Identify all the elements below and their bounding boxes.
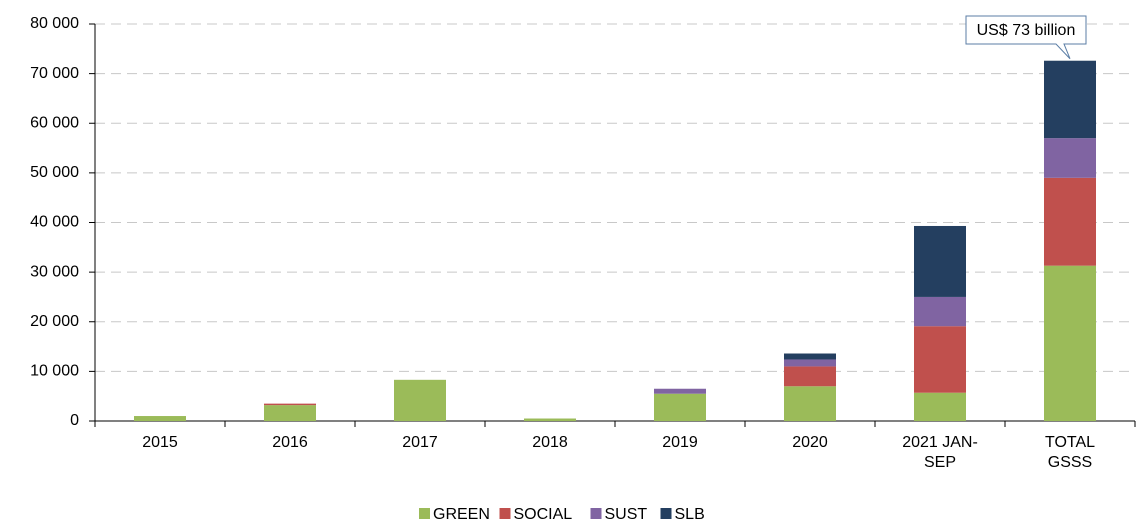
- bar-segment: [914, 225, 966, 297]
- bar-segment: [394, 379, 446, 421]
- y-tick-label: 40 000: [30, 214, 79, 231]
- bar-segment: [784, 359, 836, 367]
- x-tick-label: 2018: [532, 434, 568, 451]
- x-tick-label: 2019: [662, 434, 698, 451]
- bar-segment: [1044, 60, 1096, 139]
- bar-segment: [784, 386, 836, 421]
- bar-segment: [914, 392, 966, 421]
- x-tick-label: 2017: [402, 434, 438, 451]
- y-tick-label: 60 000: [30, 114, 79, 131]
- y-tick-label: 20 000: [30, 313, 79, 330]
- bar-segment: [1044, 138, 1096, 178]
- x-tick-label: TOTAL GSSS: [1044, 434, 1096, 471]
- legend-swatch: [419, 508, 430, 519]
- bar-segment: [654, 388, 706, 394]
- y-tick-label: 70 000: [30, 65, 79, 82]
- bar-segment: [264, 403, 316, 406]
- x-tick-label: 2015: [142, 434, 178, 451]
- bar-segment: [784, 366, 836, 387]
- legend-label: SLB: [675, 506, 705, 523]
- bar-segment: [784, 353, 836, 360]
- legend-label: SOCIAL: [514, 506, 573, 523]
- legend-label: GREEN: [433, 506, 490, 523]
- y-tick-label: 50 000: [30, 164, 79, 181]
- legend-swatch: [499, 508, 511, 519]
- bar-segment: [654, 393, 706, 421]
- callout-box: [965, 15, 1087, 60]
- annotation: US$ 73 billion: [977, 22, 1076, 39]
- y-tick-label: 80 000: [30, 15, 79, 32]
- x-tick-label: 2016: [272, 434, 308, 451]
- bar-segment: [914, 326, 966, 393]
- bar-segment: [264, 405, 316, 421]
- bar-segment: [1044, 177, 1096, 266]
- y-tick-label: 0: [70, 412, 79, 429]
- bar-segment: [134, 416, 186, 421]
- y-tick-label: 30 000: [30, 263, 79, 280]
- x-tick-label: 2021 JAN-SEP: [902, 434, 978, 471]
- legend-label: SUST: [605, 506, 648, 523]
- legend-swatch: [660, 508, 672, 519]
- bar-segment: [524, 418, 576, 421]
- x-tick-label: 2020: [792, 434, 828, 451]
- bar-segment: [914, 296, 966, 327]
- legend-swatch: [590, 508, 602, 519]
- bar-segment: [1044, 265, 1096, 421]
- y-tick-label: 10 000: [30, 363, 79, 380]
